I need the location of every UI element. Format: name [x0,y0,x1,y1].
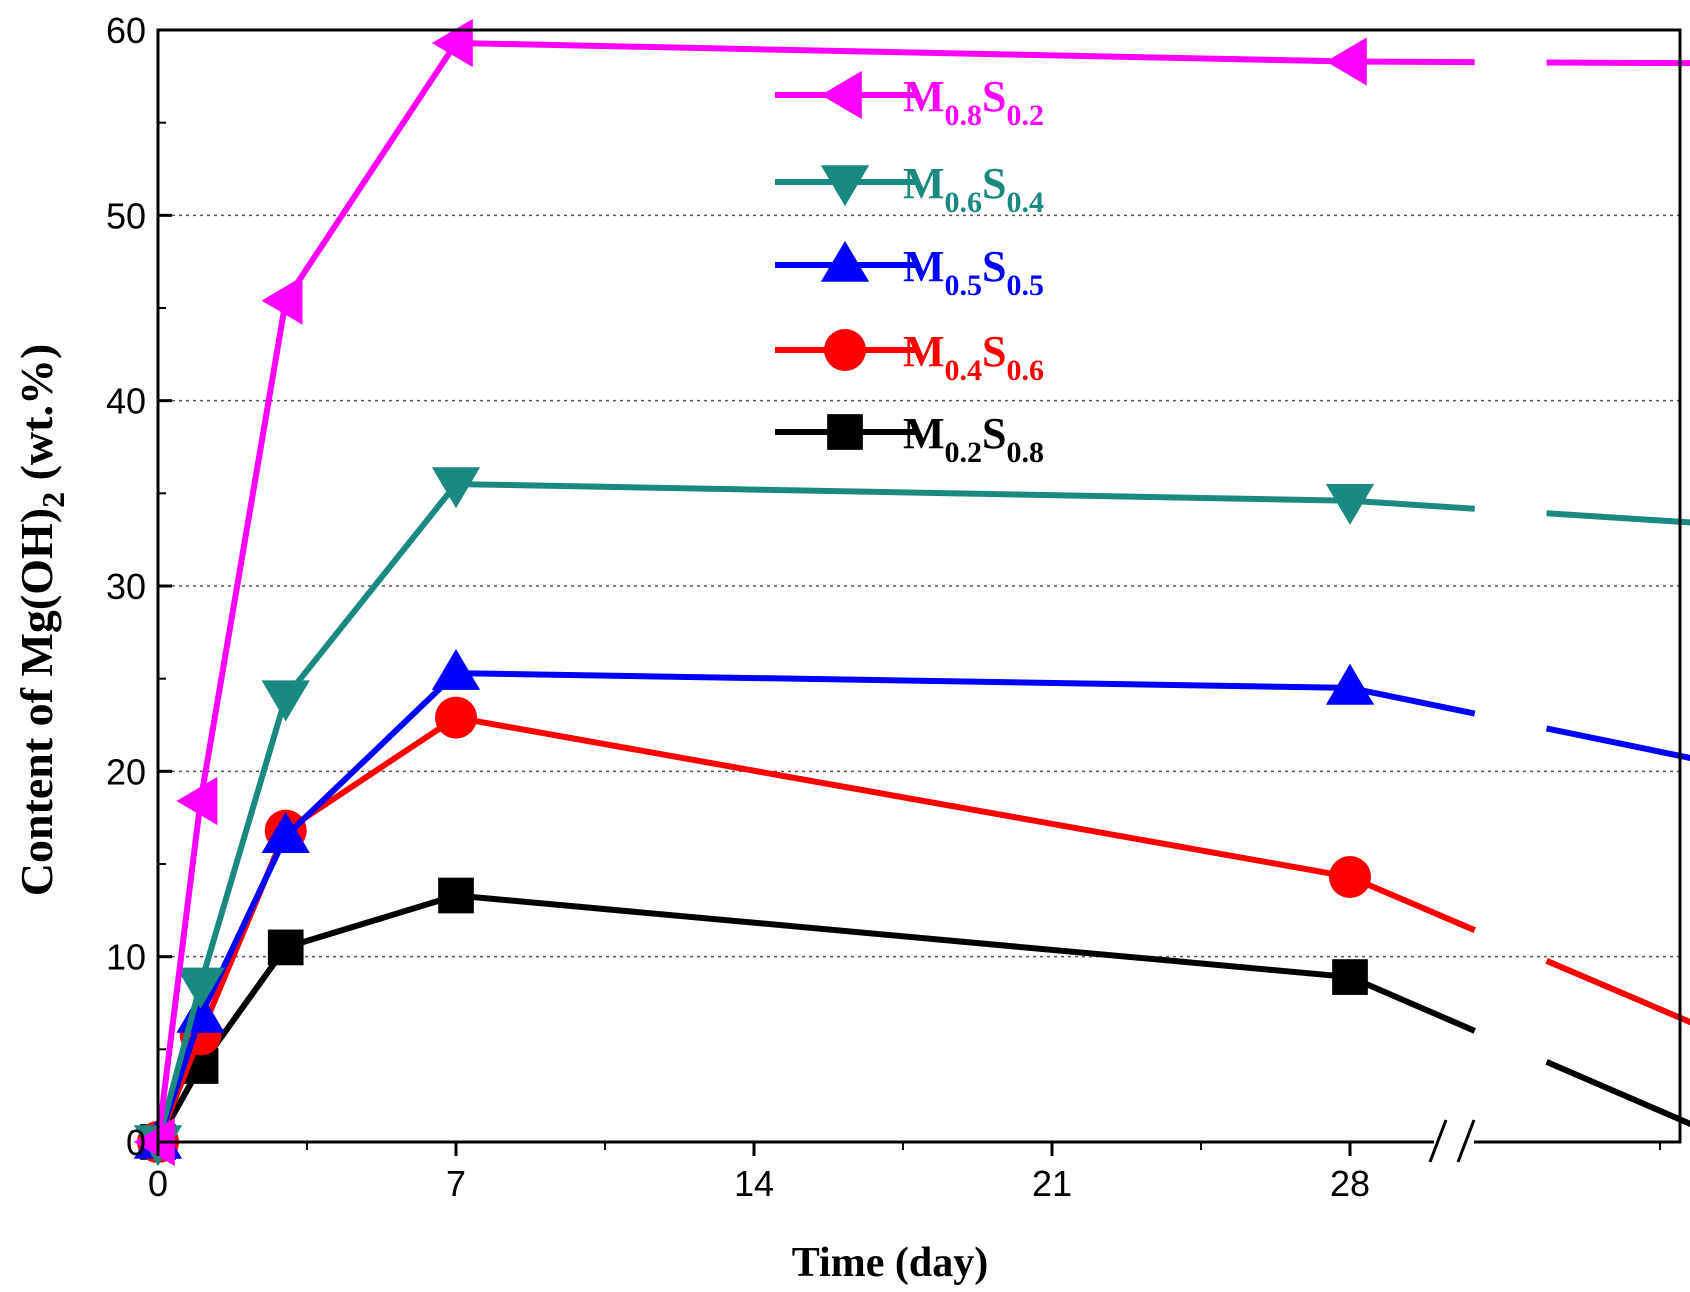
y-axis-title-unit: (wt.%) [11,344,62,492]
series-line-broken [1545,1059,1690,1128]
series-line-broken [1545,725,1690,762]
y-tick-label: 60 [106,10,146,51]
series-line-broken [1545,958,1690,1026]
series-marker [827,414,863,450]
legend-item-M0.8S0.2: M0.8S0.2 [775,70,1044,132]
legend-label-text: S [982,72,1006,121]
series-marker [176,776,218,826]
legend-label: M0.6S0.4 [903,159,1044,219]
series-marker [435,696,477,739]
legend-item-M0.4S0.6: M0.4S0.6 [775,327,1044,387]
series-marker [1325,483,1375,525]
legend-label-subscript: 0.2 [945,436,983,469]
legend-label-text: S [982,327,1006,376]
legend-label-text: M [903,72,945,121]
y-tick-label: 10 [106,937,146,978]
legend-label: M0.4S0.6 [903,327,1044,387]
series-marker [176,967,225,1009]
x-tick-label: 7 [446,1163,466,1204]
series-marker [431,648,481,690]
series-line-broken [1349,497,1475,512]
series-marker [820,240,870,282]
legend-label-text: S [982,242,1006,291]
legend-label-text: M [903,159,945,208]
series-marker [267,929,304,966]
x-axis-title: Time (day) [792,1240,988,1286]
series-M0.6S0.4 [133,467,1690,1167]
legend-item-M0.5S0.5: M0.5S0.5 [775,240,1044,302]
legend-label-subscript: 0.8 [1007,436,1045,469]
series-marker [1329,855,1371,898]
legend-label-subscript: 0.4 [1007,186,1045,219]
series-M0.2S0.8 [140,877,1690,1160]
y-tick-label: 20 [106,751,146,792]
legend-label-subscript: 0.5 [945,269,983,302]
series-line-broken [1349,684,1476,717]
legend-label-text: S [982,159,1006,208]
legend-label-text: M [903,242,945,291]
series-marker [261,812,310,853]
series-line-broken [1546,510,1690,526]
legend-label-text: M [903,327,945,376]
series-marker [820,165,870,207]
series-layer [133,18,1690,1167]
y-axis-title: Content of Mg(OH)2 (wt.%) [11,344,71,897]
series-marker [261,680,310,722]
y-tick-label: 40 [106,381,146,422]
legend-label-subscript: 0.5 [1007,269,1045,302]
series-M0.4S0.6 [137,696,1690,1163]
series-line-broken [1348,974,1476,1034]
series-marker [1325,37,1367,86]
series-M0.8S0.2 [133,18,1690,1167]
y-tick-label: 30 [106,566,146,607]
series-M0.5S0.5 [133,648,1690,1159]
x-tick-label: 0 [148,1163,168,1204]
legend: M0.8S0.2M0.6S0.4M0.5S0.5M0.4S0.6M0.2S0.8 [775,70,1044,469]
series-marker [261,276,303,325]
y-tick-label: 0 [126,1122,146,1163]
x-tick-label: 21 [1032,1163,1072,1204]
y-axis-title-subscript: 2 [35,492,71,508]
series-marker [1332,959,1368,995]
legend-label: M0.8S0.2 [903,72,1044,132]
series-marker [824,329,866,371]
legend-label-text: M [903,409,945,458]
series-line-broken [1546,59,1690,67]
axes: 01020304050600714212890 [106,10,1661,1204]
legend-label-subscript: 0.2 [1007,99,1045,132]
legend-label: M0.5S0.5 [903,242,1044,302]
axis-break-mark [1428,1119,1448,1163]
series-line-broken [1348,874,1476,933]
series-marker [431,18,473,68]
series-marker [820,70,862,120]
series-line [155,481,1351,1143]
legend-label-subscript: 0.8 [945,99,983,132]
series-marker [438,877,474,914]
legend-item-M0.6S0.4: M0.6S0.4 [775,159,1044,219]
legend-label-text: S [982,409,1006,458]
series-line [155,892,1351,1144]
series-line-broken [1349,58,1475,66]
legend-item-M0.2S0.8: M0.2S0.8 [775,409,1044,469]
x-tick-label: 28 [1330,1163,1370,1204]
y-tick-label: 50 [106,195,146,236]
axis-break-mark [1456,1119,1476,1163]
series-marker [431,467,481,509]
x-tick-label: 14 [734,1163,774,1204]
y-axis-title-main: Content of Mg(OH) [11,508,62,896]
legend-label-subscript: 0.6 [1007,354,1045,387]
series-line [155,670,1351,1143]
series-marker [1325,663,1375,705]
series-line [155,39,1351,1143]
legend-label-subscript: 0.6 [945,186,983,219]
series-marker [133,1117,175,1167]
legend-label-subscript: 0.4 [945,354,983,387]
legend-label: M0.2S0.8 [903,409,1044,469]
